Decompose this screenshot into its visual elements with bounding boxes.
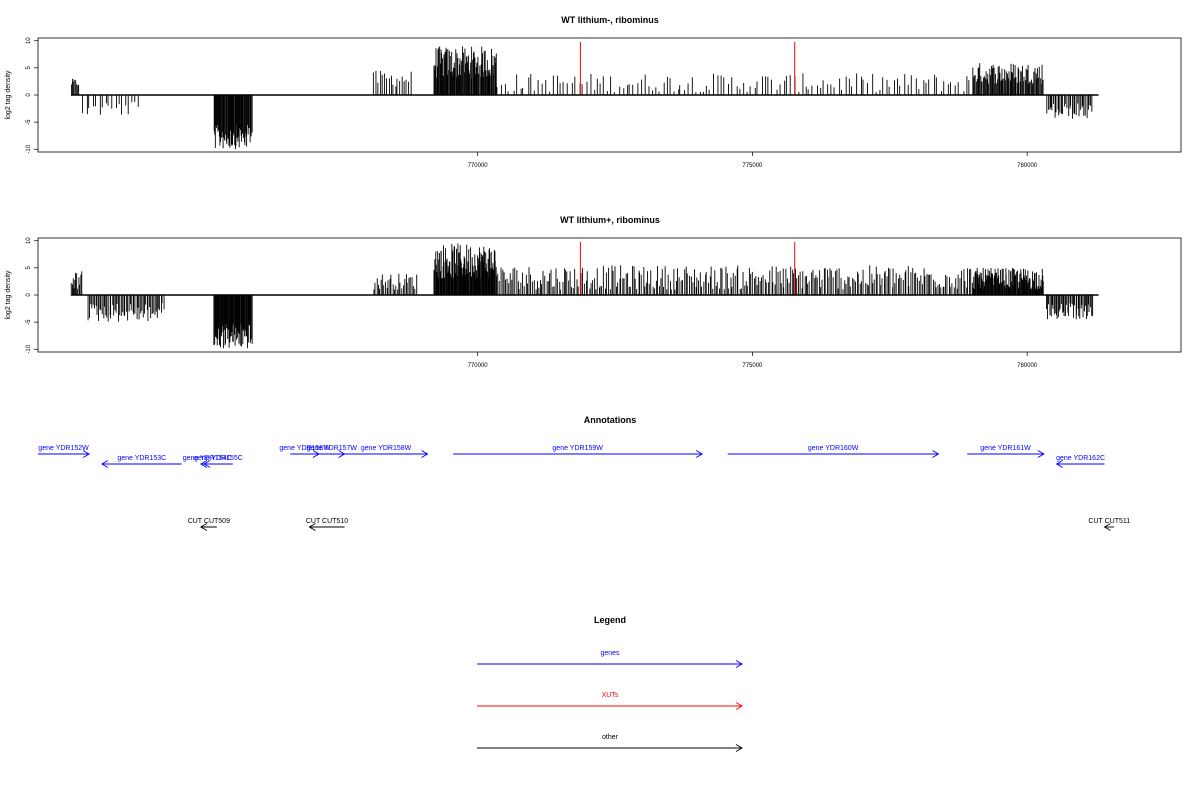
gene-label: gene YDR154C — [183, 455, 232, 462]
x-axis: 770000 775000 780000 — [468, 152, 1038, 169]
gene-arrow: gene YDR160W — [727, 445, 940, 458]
xut-markers — [579, 42, 796, 95]
gene-arrow: gene YDR162C — [1055, 455, 1105, 468]
arrow-head — [421, 450, 429, 458]
gene-arrow: gene YDR152W — [38, 445, 90, 458]
y-axis-label: log2 tag density — [5, 270, 12, 320]
arrow-head — [100, 460, 109, 468]
y-tick-label: 10 — [26, 37, 32, 44]
legend-label: other — [602, 734, 619, 741]
gene-label: gene YDR155C — [194, 455, 243, 462]
gene-label: gene YDR156W — [279, 445, 330, 452]
gene-arrow: gene YDR158W — [344, 445, 429, 458]
arrow-head — [735, 702, 743, 710]
legend-item: genes — [477, 650, 743, 668]
arrow-head — [1103, 523, 1111, 531]
y-tick-label: 0 — [26, 293, 32, 297]
track-title: WT lithium+, ribominus — [560, 215, 660, 225]
cut-label: CUT CUT511 — [1088, 518, 1130, 525]
gene-label: gene YDR160W — [808, 445, 859, 452]
track-title: WT lithium-, ribominus — [561, 15, 659, 25]
legend-item: XUTs — [477, 692, 743, 710]
legend: Legend genes XUTs other — [477, 615, 743, 752]
density-bars — [71, 46, 1093, 150]
gene-arrow: gene YDR161W — [967, 445, 1045, 458]
y-axis-label: log2 tag density — [5, 70, 12, 120]
y-tick-label: 10 — [26, 237, 32, 244]
x-tick-label: 770000 — [468, 363, 489, 369]
cut-label: CUT CUT510 — [306, 518, 348, 525]
other-annotations: CUT CUT509 CUT CUT510 CUT CUT511 — [188, 518, 1130, 531]
gene-label: gene YDR162C — [1056, 455, 1105, 462]
arrow-head — [1055, 460, 1063, 468]
arrow-head — [735, 660, 743, 668]
x-axis: 770000 775000 780000 — [468, 352, 1038, 369]
gene-arrow: gene YDR153C — [100, 455, 182, 468]
arrow-head — [203, 460, 211, 468]
x-tick-label: 775000 — [742, 163, 763, 169]
x-tick-label: 775000 — [742, 363, 763, 369]
legend-item: other — [477, 734, 743, 752]
arrow-head — [308, 523, 316, 531]
gene-label: gene YDR158W — [361, 445, 412, 452]
y-axis: -10 -5 0 5 10 — [26, 37, 38, 154]
density-bars — [70, 243, 1094, 349]
annotations-title: Annotations — [584, 415, 637, 425]
annotations-panel: Annotations gene YDR152W gene YDR153C gene… — [38, 415, 1130, 531]
legend-label: XUTs — [602, 692, 619, 699]
y-tick-label: 5 — [26, 266, 32, 270]
y-tick-label: 5 — [26, 66, 32, 70]
y-tick-label: -5 — [26, 119, 32, 125]
arrow-head — [1037, 450, 1045, 458]
y-axis: -10 -5 0 5 10 — [26, 237, 38, 354]
arrow-head — [199, 523, 208, 531]
cut-arrow: CUT CUT510 — [306, 518, 348, 531]
x-tick-label: 780000 — [1017, 363, 1038, 369]
y-tick-label: 0 — [26, 93, 32, 97]
gene-label: gene YDR152W — [38, 445, 89, 452]
legend-label: genes — [600, 650, 620, 657]
x-tick-label: 770000 — [468, 163, 489, 169]
track-panel-lithium-plus: WT lithium+, ribominus log2 tag density … — [5, 215, 1182, 369]
gene-arrow: gene YDR157W — [307, 445, 358, 458]
cut-label: CUT CUT509 — [188, 518, 230, 525]
cut-arrow: CUT CUT509 — [188, 518, 230, 531]
y-tick-label: -5 — [26, 319, 32, 325]
track-panel-lithium-minus: WT lithium-, ribominus log2 tag density … — [5, 15, 1182, 169]
arrow-head — [82, 450, 90, 458]
arrow-head — [695, 450, 704, 458]
legend-items: genes XUTs other — [477, 650, 743, 752]
xut-markers — [579, 242, 796, 295]
legend-title: Legend — [594, 615, 626, 625]
y-tick-label: -10 — [26, 344, 32, 353]
arrow-head — [932, 450, 940, 458]
gene-label: gene YDR157W — [307, 445, 358, 452]
gene-label: gene YDR161W — [980, 445, 1031, 452]
x-tick-label: 780000 — [1017, 163, 1038, 169]
arrow-head — [199, 460, 208, 468]
cut-arrow: CUT CUT511 — [1088, 518, 1130, 531]
gene-label: gene YDR159W — [552, 445, 603, 452]
gene-arrow: gene YDR155C — [194, 455, 243, 468]
arrow-head — [735, 744, 743, 752]
y-tick-label: -10 — [26, 144, 32, 153]
gene-arrow: gene YDR159W — [453, 445, 704, 458]
gene-label: gene YDR153C — [117, 455, 166, 462]
